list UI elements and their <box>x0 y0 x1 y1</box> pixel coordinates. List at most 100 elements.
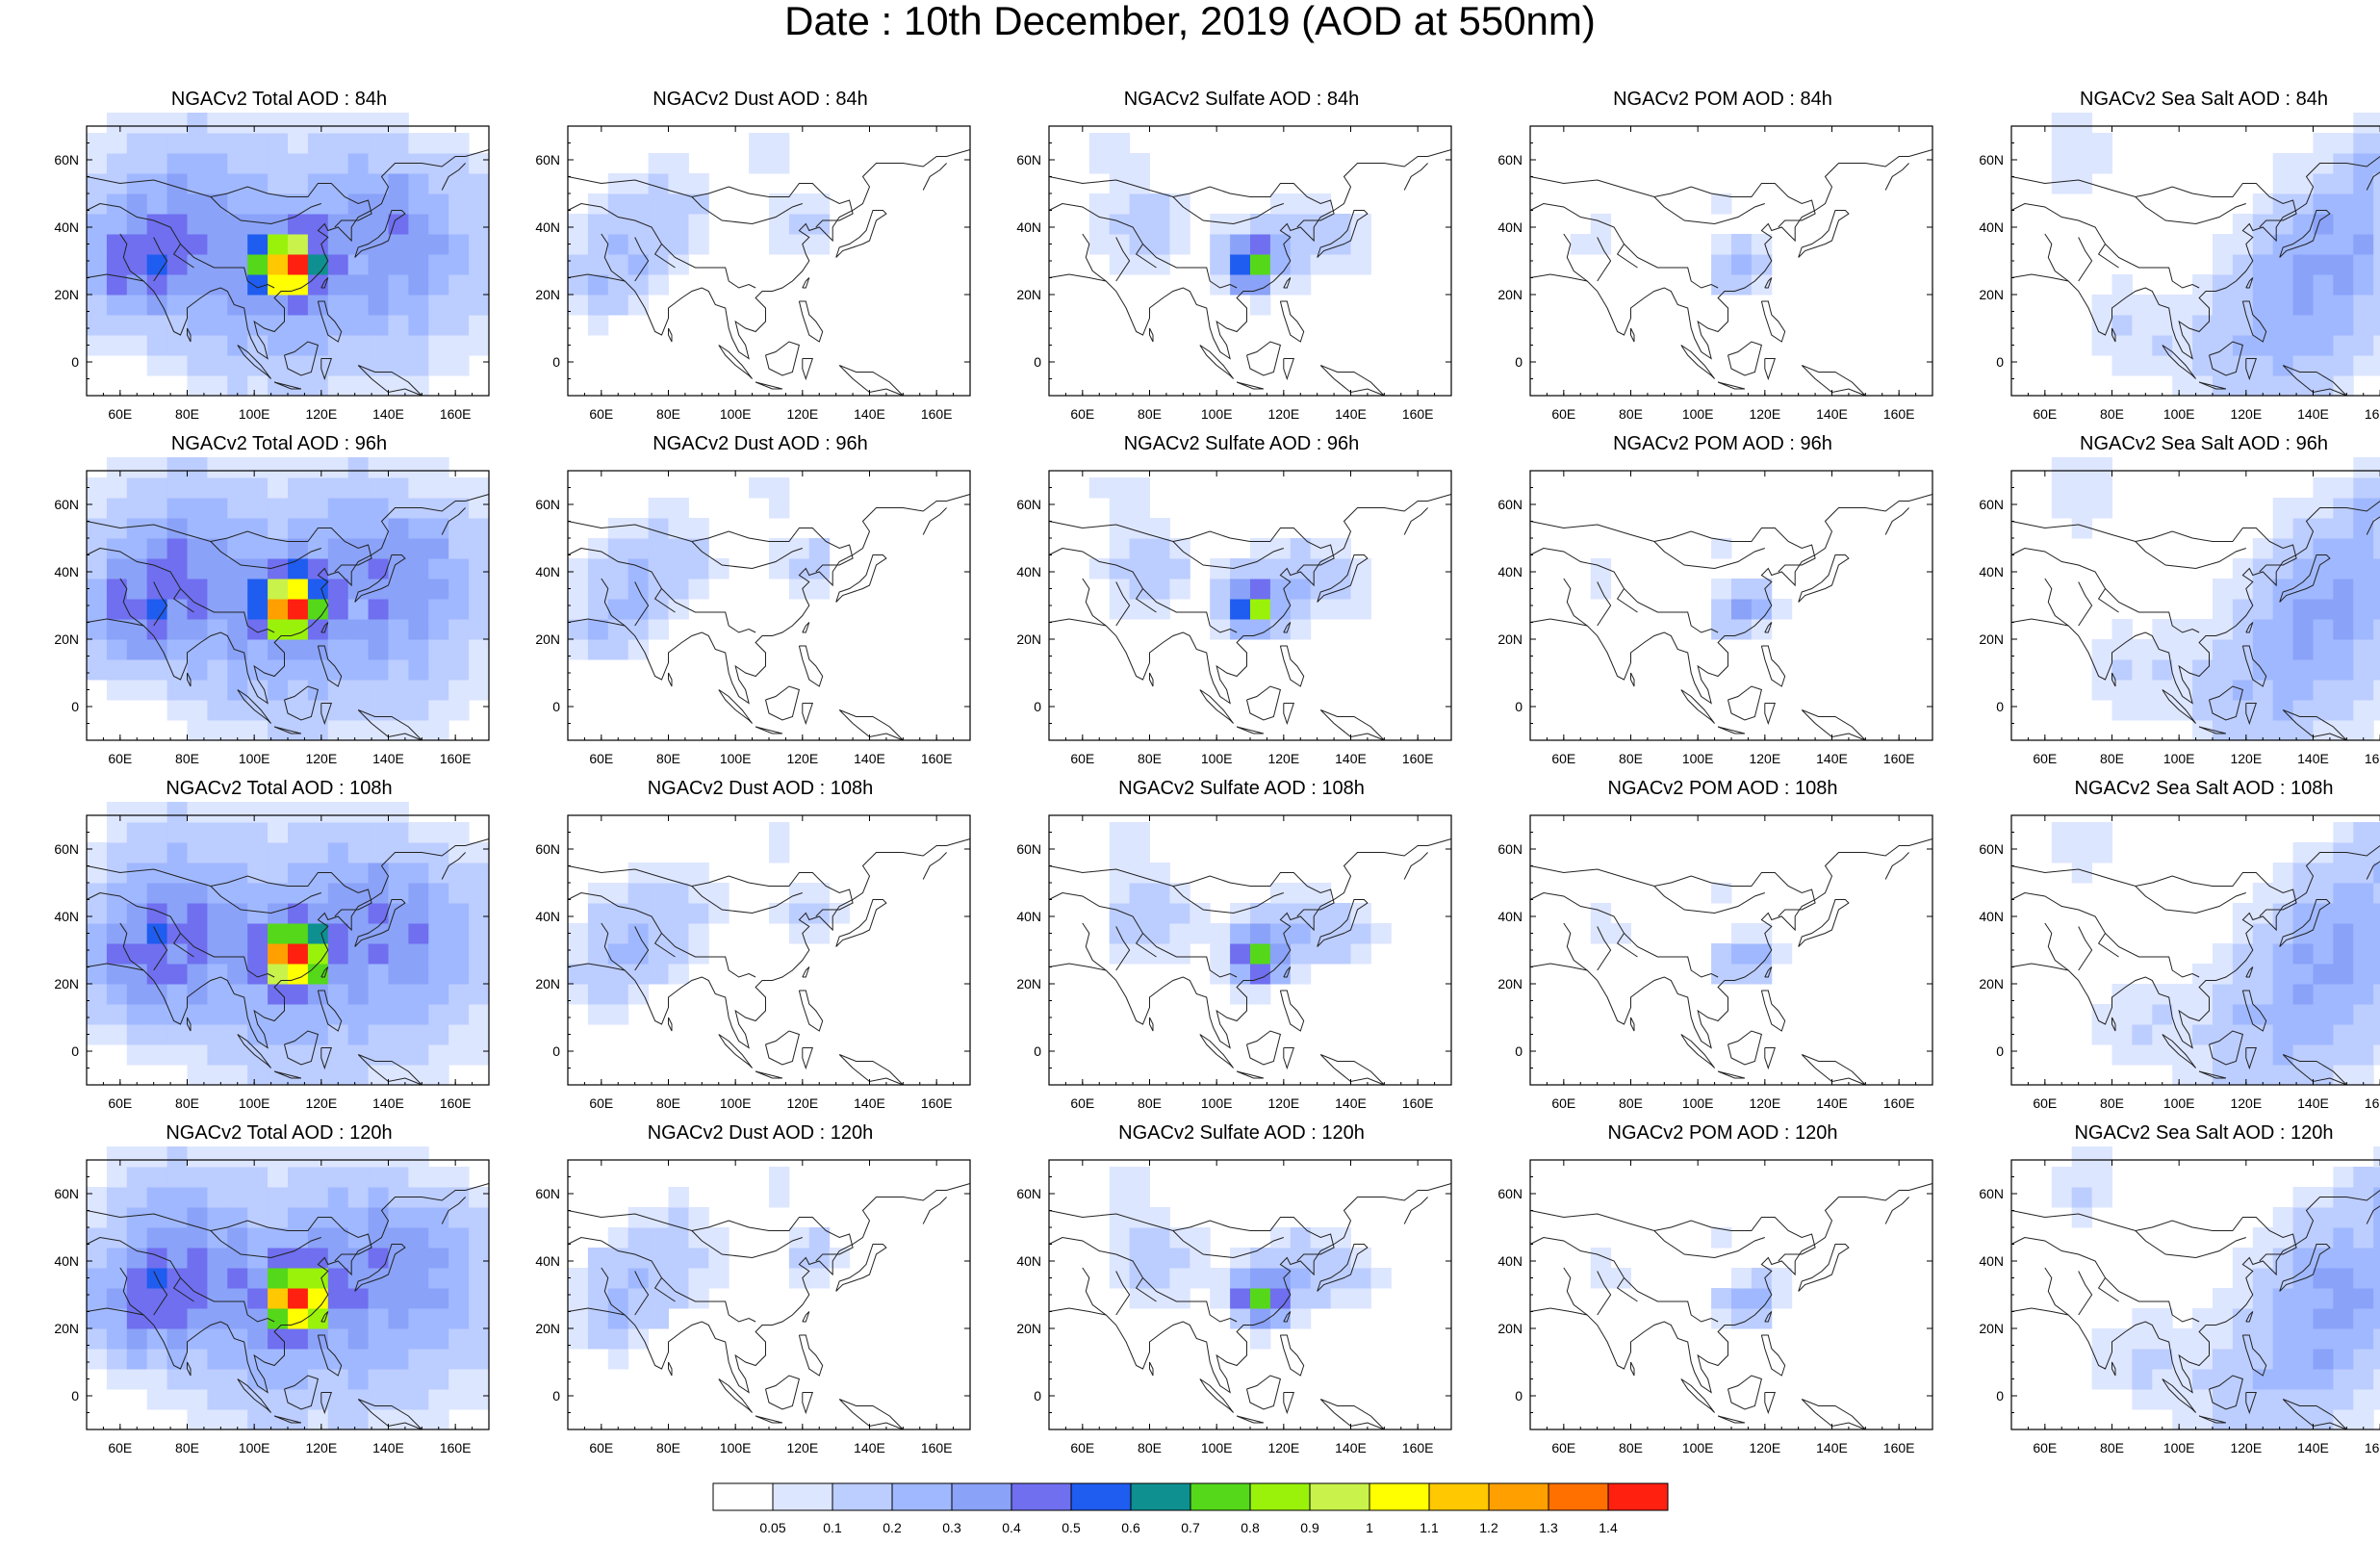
aod-cell <box>2313 477 2334 499</box>
map-panel: NGACv2 Sulfate AOD : 108h 60E 80E 100E 120E 1… <box>1006 778 1477 1124</box>
aod-cell <box>2272 274 2294 296</box>
y-tick-label: 40N <box>54 564 79 579</box>
aod-cell <box>126 659 148 681</box>
aod-cell <box>187 659 208 681</box>
coastline <box>1403 852 1428 880</box>
aod-cell <box>1109 153 1131 174</box>
aod-cell <box>568 558 589 579</box>
aod-cell <box>87 639 108 660</box>
coastline <box>2135 196 2246 225</box>
aod-cell <box>408 923 429 944</box>
aod-cell <box>587 234 609 255</box>
aod-cell <box>469 1288 490 1309</box>
aod-cell <box>648 558 669 579</box>
aod-cell <box>587 1328 609 1350</box>
aod-cell <box>408 1024 429 1045</box>
aod-cell <box>448 254 470 275</box>
aod-cell <box>2292 1328 2314 1350</box>
aod-cell <box>428 1389 449 1410</box>
coastline <box>1798 899 1850 947</box>
aod-cell <box>1250 558 1271 579</box>
coastline <box>1630 672 1635 687</box>
aod-cell <box>428 1207 449 1228</box>
aod-cell <box>408 254 429 275</box>
map-panel: NGACv2 POM AOD : 120h 60E 80E 100E 120E 140E 1… <box>1487 1122 1958 1469</box>
aod-cell <box>126 1044 148 1066</box>
aod-cell <box>469 943 490 965</box>
aod-cell <box>788 579 810 600</box>
aod-cell <box>2172 355 2193 376</box>
aod-cell <box>2373 903 2380 924</box>
x-tick-label: 140E <box>1335 751 1367 766</box>
aod-cell <box>1290 599 1312 620</box>
aod-cell <box>749 153 770 174</box>
aod-cell <box>207 639 228 660</box>
aod-cell <box>327 1024 349 1045</box>
aod-cell <box>227 579 248 600</box>
aod-cell <box>648 1248 669 1269</box>
aod-cell <box>388 903 409 924</box>
aod-cell <box>247 214 269 235</box>
x-tick-label: 60E <box>2033 406 2057 422</box>
coastline <box>2245 1392 2257 1415</box>
aod-cell <box>469 984 490 1005</box>
aod-cell <box>187 579 208 600</box>
coastline <box>1563 233 1588 282</box>
coastline <box>1236 1070 1265 1079</box>
coastline <box>2010 1236 2200 1323</box>
aod-cell <box>1109 1207 1131 1228</box>
aod-cell <box>388 173 409 194</box>
aod-cell <box>268 1167 289 1188</box>
aod-cell <box>648 274 669 296</box>
aod-cell <box>187 720 208 741</box>
aod-cell <box>146 214 168 235</box>
aod-cell <box>587 214 609 235</box>
aod-cell <box>2353 964 2374 985</box>
aod-cell <box>448 1288 470 1309</box>
aod-cell <box>307 315 329 336</box>
aod-cell <box>2373 599 2380 620</box>
aod-cell <box>607 903 629 924</box>
aod-cell <box>2252 720 2274 741</box>
colorbar-label: 0.4 <box>1002 1520 1021 1535</box>
aod-cell <box>247 153 269 174</box>
coastlines <box>2010 156 2380 397</box>
aod-cell <box>347 1065 370 1086</box>
x-tick-label: 60E <box>589 1095 613 1111</box>
aod-cell <box>327 254 349 275</box>
aod-cell <box>2272 1004 2294 1025</box>
aod-cell <box>1250 1248 1271 1269</box>
aod-cell <box>146 619 168 640</box>
aod-cell <box>1370 923 1392 944</box>
coastline <box>2044 922 2069 971</box>
coastline <box>601 1267 626 1316</box>
aod-cell <box>2252 883 2274 904</box>
aod-cell <box>307 923 329 944</box>
aod-cell <box>428 133 449 154</box>
coastline <box>1115 926 1131 971</box>
aod-cell <box>347 619 370 640</box>
aod-cell <box>368 802 389 823</box>
aod-cell <box>808 579 831 600</box>
aod-cell <box>408 1308 429 1329</box>
aod-cell <box>408 1004 429 1025</box>
aod-cell <box>268 1389 289 1410</box>
x-tick-label: 100E <box>720 751 752 766</box>
aod-cell <box>469 335 490 356</box>
coastlines <box>567 1183 971 1430</box>
aod-cell <box>247 883 269 904</box>
aod-cell <box>187 315 208 336</box>
x-tick-label: 140E <box>2297 1440 2329 1455</box>
aod-cell <box>368 274 389 296</box>
aod-cell <box>146 254 168 275</box>
aod-cell <box>227 903 248 924</box>
coastline <box>1149 327 1154 343</box>
aod-cell <box>2333 214 2354 235</box>
aod-cell <box>166 274 188 296</box>
aod-cell <box>1149 254 1170 275</box>
aod-cell <box>268 558 289 579</box>
colorbar-label: 0.5 <box>1062 1520 1081 1535</box>
coastline <box>210 541 321 570</box>
aod-cell <box>126 234 148 255</box>
